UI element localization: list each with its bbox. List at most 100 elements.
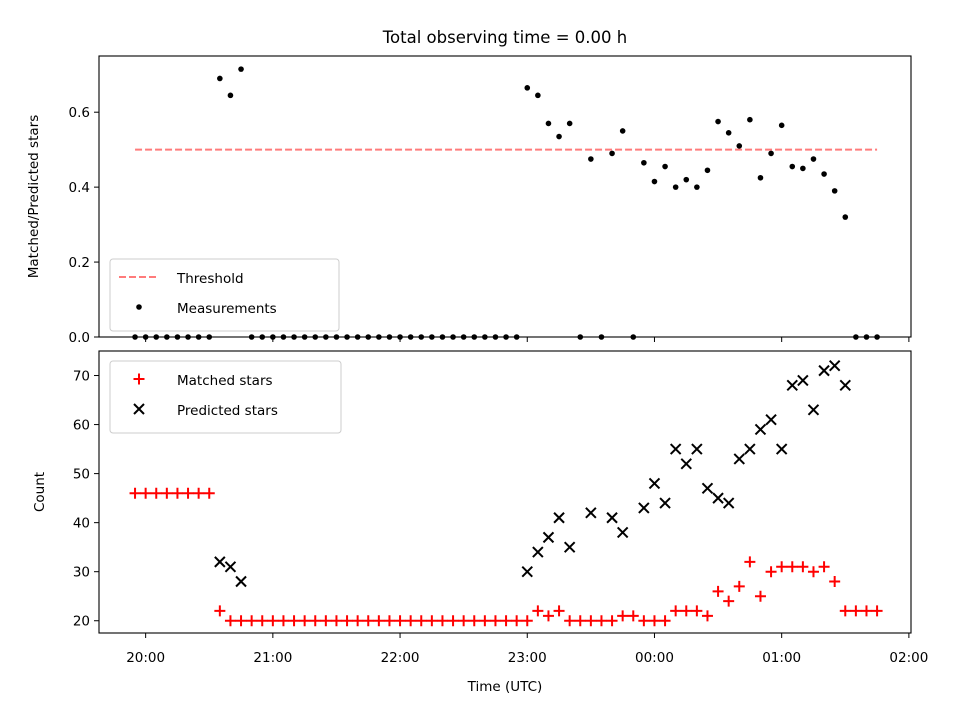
matched-stars-point	[712, 585, 724, 597]
matched-stars-point	[585, 615, 597, 627]
matched-stars-point	[638, 615, 650, 627]
legend-threshold-label: Threshold	[176, 271, 244, 287]
matched-stars-point	[574, 615, 586, 627]
measurements-point	[641, 159, 647, 166]
matched-stars-point	[521, 615, 533, 627]
x-tick-label: 02:00	[889, 650, 928, 666]
y-axis-label: Count	[32, 472, 48, 512]
measurements-point	[725, 130, 732, 136]
matched-stars-point	[479, 615, 491, 627]
matched-stars-point	[489, 615, 501, 627]
measurements-point	[588, 156, 594, 162]
matched-stars-point	[627, 610, 639, 622]
matched-stars-point	[447, 615, 459, 627]
legend-measurements-label: Measurements	[177, 301, 277, 317]
matched-stars-point	[500, 615, 512, 627]
matched-stars-point	[256, 615, 268, 627]
y-tick-label: 0.2	[69, 255, 90, 271]
matched-stars-point	[161, 487, 173, 499]
predicted-stars-point	[659, 497, 671, 509]
measurements-point	[545, 120, 552, 127]
predicted-stars-point	[553, 512, 565, 524]
matched-stars-point	[532, 605, 544, 617]
predicted-stars-point	[807, 404, 820, 416]
measurements-point	[609, 150, 615, 157]
matched-stars-point	[341, 615, 353, 627]
predicted-stars-point	[532, 546, 544, 558]
predicted-stars-point	[839, 379, 851, 392]
measurements-point	[651, 178, 658, 185]
matched-stars-point	[426, 615, 438, 627]
y-tick-label: 0.6	[69, 105, 90, 121]
legend-predicted-stars-swatch	[133, 403, 145, 415]
matched-stars-point	[744, 556, 756, 568]
matched-stars-point	[871, 605, 883, 617]
predicted-stars-point	[648, 477, 661, 490]
predicted-stars-point	[775, 443, 788, 455]
measurements-point	[672, 184, 679, 190]
predicted-stars-point	[744, 443, 756, 455]
matched-stars-point	[362, 615, 374, 627]
top-legend: Threshold Measurements	[109, 258, 340, 332]
matched-stars-point	[288, 615, 300, 627]
matched-stars-point	[352, 615, 364, 627]
legend-matched-stars-swatch	[133, 373, 145, 385]
measurements-point	[757, 174, 764, 181]
predicted-stars-point	[638, 502, 650, 514]
matched-stars-point	[797, 561, 809, 573]
matched-stars-point	[193, 487, 205, 499]
matched-stars-point	[468, 615, 480, 627]
matched-stars-point	[171, 487, 183, 499]
matched-stars-point	[182, 487, 194, 499]
measurements-point	[789, 163, 796, 170]
predicted-stars-point	[585, 507, 597, 519]
x-tick-label: 01:00	[762, 650, 801, 666]
predicted-stars-point	[680, 458, 692, 470]
matched-stars-point	[829, 576, 841, 588]
x-tick-label: 23:00	[508, 650, 547, 666]
x-tick-label: 21:00	[253, 650, 292, 666]
matched-stars-point	[776, 561, 788, 573]
measurements-point	[238, 66, 244, 72]
matched-stars-point	[564, 615, 576, 627]
matched-stars-point	[140, 487, 152, 499]
matched-stars-point	[680, 605, 692, 617]
measurements-point	[556, 133, 562, 140]
matched-stars-point	[860, 605, 872, 617]
matched-stars-point	[733, 580, 745, 592]
matched-stars-point	[542, 610, 554, 622]
matched-stars-point	[415, 615, 427, 627]
y-tick-label: 20	[73, 614, 90, 630]
matched-stars-point	[701, 610, 713, 622]
top-panel: 0.0 0.2 0.4 0.6 Matched/Predicted stars Thres…	[26, 55, 912, 346]
predicted-stars-point	[214, 556, 226, 568]
measurements-point	[842, 214, 849, 220]
measurements-point	[619, 128, 626, 134]
measurements-point	[524, 85, 531, 91]
matched-stars-point	[839, 605, 851, 617]
measurements-point	[810, 156, 817, 162]
measurements-point	[566, 120, 573, 127]
predicted-stars-point	[722, 497, 735, 509]
legend-predicted-stars-label: Predicted stars	[177, 403, 278, 419]
matched-stars-point	[807, 566, 819, 578]
measurements-point	[662, 163, 668, 170]
x-tick-label: 20:00	[126, 650, 165, 666]
matched-stars-point	[129, 487, 141, 499]
predicted-stars-point	[235, 575, 247, 588]
bottom-panel: 20:00 21:00 22:00 23:00 00:00 01:00 02:00 20 30 4…	[32, 350, 928, 666]
measurements-point	[704, 167, 711, 174]
legend-box	[109, 258, 340, 332]
predicted-stars-point	[701, 482, 714, 495]
predicted-stars-point	[669, 443, 682, 455]
matched-stars-point	[246, 615, 258, 627]
matched-stars-point	[299, 615, 311, 627]
matched-stars-point	[659, 615, 671, 627]
top-axes-frame	[98, 55, 912, 338]
y-tick-label: 40	[73, 516, 90, 532]
y-tick-label: 30	[73, 565, 90, 581]
measurements-point	[535, 92, 541, 99]
bottom-legend: Matched stars Predicted stars	[109, 360, 342, 434]
